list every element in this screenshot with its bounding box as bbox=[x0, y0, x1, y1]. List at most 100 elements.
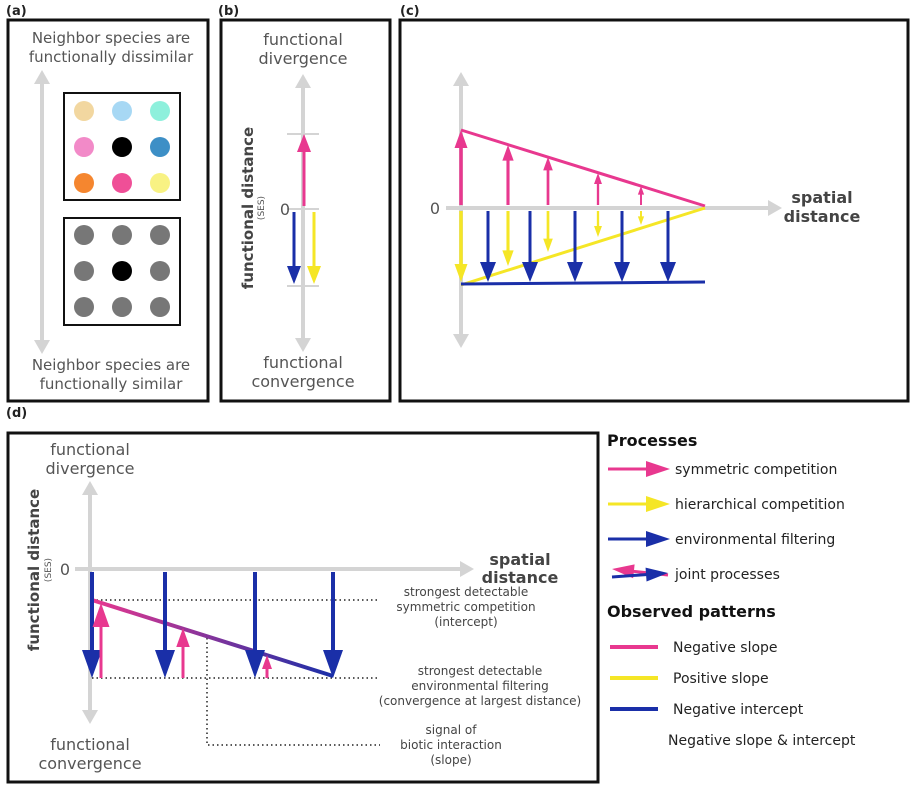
panel-b-arrowhead-down bbox=[295, 338, 311, 352]
legend-pattern-item: Negative slope bbox=[610, 640, 778, 656]
panel-d-top-text-1: functional bbox=[50, 440, 130, 459]
dissimilar-dot bbox=[74, 101, 94, 121]
panel-d-arrowhead-up bbox=[82, 481, 98, 495]
panel-c-blue-arrow-head bbox=[660, 262, 676, 282]
similar-dot bbox=[150, 261, 170, 281]
panel-d-blue-arrow-head bbox=[323, 650, 343, 678]
panel-d-xlabel-2: distance bbox=[482, 568, 559, 587]
panel-a-bottom-text-1: Neighbor species are bbox=[32, 356, 190, 374]
panel-c-blue-arrow-head bbox=[567, 262, 583, 282]
panel-b-bottom-text-1: functional bbox=[263, 353, 343, 372]
panel-d: (d) functional divergence 0 functional d… bbox=[6, 406, 600, 784]
panel-a-frame bbox=[6, 18, 210, 403]
panel-d-arrowhead-right bbox=[460, 561, 474, 577]
annotation-slope-3: (slope) bbox=[430, 753, 471, 767]
panel-d-bottom-text-2: convergence bbox=[38, 754, 141, 773]
panel-c-pink-arrow-head bbox=[543, 157, 553, 171]
legend-pattern-label: Negative slope & intercept bbox=[668, 733, 856, 749]
similar-dot bbox=[74, 297, 94, 317]
panel-a-top-text-1: Neighbor species are bbox=[32, 29, 190, 47]
blue-arrow bbox=[608, 531, 670, 547]
legend-patterns: Negative slope Positive slope Negative int… bbox=[610, 640, 856, 749]
panel-c-blue-line bbox=[460, 280, 706, 286]
similar-dot bbox=[112, 261, 132, 281]
similar-dot bbox=[150, 225, 170, 245]
panel-b-ylabel-sub: (SES) bbox=[257, 196, 267, 220]
panel-c-yellow-line bbox=[460, 206, 706, 287]
legend-pattern-label: Positive slope bbox=[673, 671, 769, 687]
panel-a-label: (a) bbox=[6, 4, 27, 19]
similar-dots bbox=[74, 225, 170, 317]
panel-b-pink-arrow bbox=[297, 134, 311, 206]
panel-c-blue-arrow bbox=[522, 211, 538, 282]
annotation-intercept-2: symmetric competition bbox=[396, 600, 535, 614]
pink-arrow-head bbox=[646, 461, 670, 477]
panel-c-blue-arrow bbox=[480, 211, 496, 282]
legend-process-label: joint processes bbox=[674, 567, 780, 583]
dissimilar-dot bbox=[112, 137, 132, 157]
panel-c-arrowhead-down bbox=[453, 334, 469, 348]
annotation-slope-2: biotic interaction bbox=[400, 738, 502, 752]
panel-c-pink-arrow bbox=[454, 130, 468, 205]
legend-pattern-label: Negative intercept bbox=[673, 702, 804, 718]
panel-d-label: (d) bbox=[6, 406, 27, 421]
panel-d-xlabel-1: spatial bbox=[489, 550, 550, 569]
blue-arrow-icon bbox=[608, 531, 670, 547]
panel-b-yellow-arrow-head bbox=[307, 266, 321, 284]
annotation-filtering-1: strongest detectable bbox=[418, 664, 542, 678]
dissimilar-dot bbox=[74, 137, 94, 157]
panel-b-bottom-text-2: convergence bbox=[251, 372, 354, 391]
legend-joint-blue-shaft bbox=[611, 572, 648, 579]
legend-joint-blue bbox=[611, 567, 668, 582]
dissimilar-dot bbox=[74, 173, 94, 193]
panel-c-arrows bbox=[454, 130, 676, 282]
dissimilar-dot bbox=[150, 101, 170, 121]
panel-b-yellow-arrow bbox=[307, 212, 321, 284]
panel-d-blue-arrow bbox=[245, 572, 265, 678]
panel-c-pink-arrow bbox=[502, 145, 514, 205]
panel-c: (c) 0 spatial distance bbox=[398, 4, 910, 403]
panel-c-pink-arrow-head bbox=[637, 186, 645, 195]
panel-a-arrowhead-up bbox=[34, 70, 50, 84]
annotation-slope-1: signal of bbox=[426, 723, 478, 737]
panel-c-yellow-arrow bbox=[637, 211, 645, 225]
panel-d-pink-arrow-head bbox=[176, 628, 190, 647]
panel-d-blue-arrow bbox=[155, 572, 175, 678]
panel-c-yellow-arrow-head bbox=[637, 216, 645, 225]
panel-d-ylabel: functional distance bbox=[25, 489, 43, 651]
panel-a: (a) Neighbor species are functionally di… bbox=[6, 4, 210, 403]
dissimilar-dot bbox=[112, 173, 132, 193]
panel-c-arrowhead-up bbox=[453, 72, 469, 86]
panel-b-arrows bbox=[287, 134, 321, 284]
legend-process-label: hierarchical competition bbox=[675, 497, 845, 513]
panel-b-arrowhead-up bbox=[295, 74, 311, 88]
similar-box bbox=[63, 217, 181, 326]
legend-pattern-item: Positive slope bbox=[610, 671, 769, 687]
panel-c-pink-arrow-head bbox=[594, 173, 602, 184]
panel-d-ylabel-sub: (SES) bbox=[44, 558, 54, 582]
similar-dot bbox=[112, 225, 132, 245]
yellow-arrow-head bbox=[646, 496, 670, 512]
panel-c-pink-arrow bbox=[594, 173, 602, 205]
panel-b-label: (b) bbox=[218, 4, 239, 19]
dissimilar-dots bbox=[74, 101, 170, 193]
panel-c-yellow-arrow-head bbox=[454, 264, 468, 282]
panel-a-arrowhead-down bbox=[34, 340, 50, 354]
panel-c-frame bbox=[398, 18, 910, 403]
pink-arrow bbox=[608, 461, 670, 477]
legend-process-label: symmetric competition bbox=[675, 462, 837, 478]
panel-d-arrows bbox=[82, 572, 343, 678]
slope-dotted-line bbox=[206, 638, 380, 746]
legend-process-label: environmental filtering bbox=[675, 532, 835, 548]
panel-c-zero: 0 bbox=[430, 199, 440, 218]
panel-c-blue-arrow-head bbox=[480, 262, 496, 282]
panel-c-pink-line bbox=[460, 128, 706, 208]
panel-c-blue-arrow bbox=[614, 211, 630, 282]
similar-dot bbox=[112, 297, 132, 317]
panel-b-top-text-2: divergence bbox=[259, 49, 348, 68]
legend-pattern-label: Negative slope bbox=[673, 640, 778, 656]
panel-c-xlabel-1: spatial bbox=[791, 188, 852, 207]
panel-c-blue-arrow bbox=[567, 211, 583, 282]
panel-c-yellow-arrow-head bbox=[543, 238, 553, 252]
